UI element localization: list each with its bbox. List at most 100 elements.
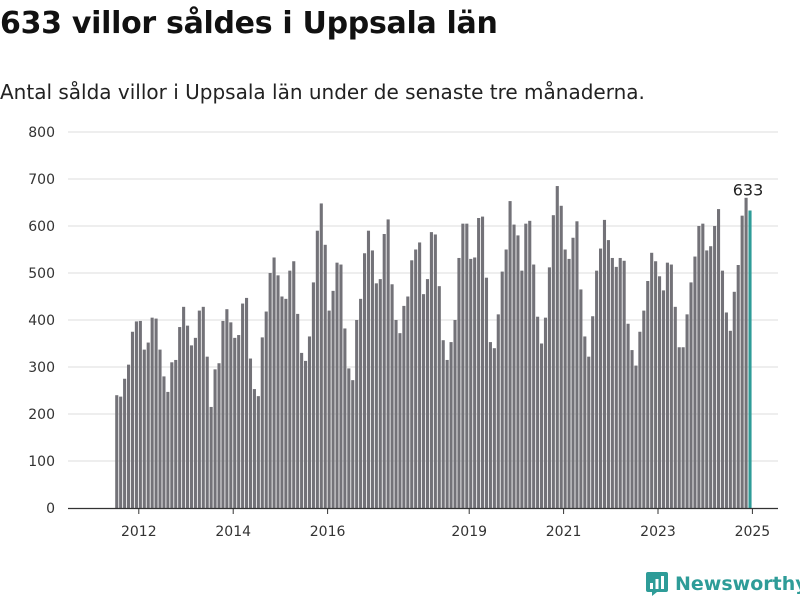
bar	[669, 264, 673, 508]
bar	[335, 262, 339, 508]
bar	[724, 312, 728, 508]
bar	[481, 216, 485, 508]
x-tick-label: 2012	[121, 524, 157, 540]
bar	[170, 362, 174, 508]
bar	[197, 310, 201, 508]
bar	[508, 201, 512, 508]
bar	[296, 313, 300, 508]
bar	[241, 303, 245, 508]
bar	[256, 396, 260, 508]
bar	[626, 323, 630, 508]
bar	[512, 224, 516, 508]
y-tick-label: 800	[28, 125, 55, 141]
bar	[705, 250, 709, 508]
bar	[150, 317, 154, 508]
bar	[524, 223, 528, 508]
bar	[469, 258, 473, 508]
bar	[264, 311, 268, 508]
bar	[252, 389, 256, 508]
bar	[154, 318, 158, 508]
bar	[709, 246, 713, 508]
bar	[418, 242, 422, 508]
bar	[268, 273, 272, 508]
bar	[276, 275, 280, 508]
bar	[119, 396, 123, 508]
bar	[681, 347, 685, 508]
bar	[500, 271, 504, 508]
bar	[225, 309, 229, 508]
bar	[602, 219, 607, 508]
x-tick-label: 2021	[546, 524, 582, 540]
bar	[614, 266, 618, 508]
bar	[319, 203, 323, 508]
bar	[327, 310, 331, 508]
bar	[453, 320, 457, 508]
bar	[288, 270, 292, 508]
bar	[701, 223, 705, 508]
bar	[449, 342, 453, 508]
bar	[661, 290, 666, 508]
y-tick-label: 400	[28, 313, 55, 329]
bar	[654, 261, 658, 508]
bar	[583, 336, 587, 508]
bar	[441, 340, 445, 508]
bar	[473, 257, 477, 508]
bar	[713, 226, 717, 508]
bar	[622, 260, 626, 508]
bar	[563, 249, 567, 508]
bar	[720, 270, 725, 508]
bar	[300, 352, 304, 508]
bar	[174, 359, 178, 508]
bar	[689, 282, 693, 508]
bar	[567, 258, 571, 508]
bar	[292, 261, 296, 508]
bar	[477, 218, 481, 508]
bar	[307, 336, 312, 508]
bar	[331, 290, 335, 508]
newsworthy-logo[interactable]: Newsworthy	[645, 571, 800, 597]
bar	[158, 349, 162, 508]
x-tick-label: 2019	[451, 524, 487, 540]
y-tick-label: 500	[28, 266, 55, 282]
bar	[606, 240, 610, 508]
bar	[599, 248, 603, 508]
bar	[532, 264, 536, 508]
x-tick-label: 2016	[310, 524, 346, 540]
bar	[390, 284, 394, 508]
bar	[339, 264, 343, 508]
bar	[536, 316, 540, 508]
bar-chart: 0 100 200 300 400 500 600 700 800 2012 2014 2016 201…	[28, 125, 778, 540]
bar	[457, 257, 461, 508]
bar	[429, 232, 433, 509]
bar	[555, 186, 559, 509]
bar	[142, 349, 146, 508]
bar	[272, 257, 276, 508]
y-tick-label: 0	[46, 501, 55, 517]
bar	[355, 320, 359, 508]
bar	[134, 321, 138, 508]
bar	[658, 276, 662, 508]
bar	[465, 223, 469, 508]
bar	[693, 256, 697, 508]
bar	[528, 220, 532, 508]
bar	[182, 306, 186, 508]
bar	[642, 310, 646, 508]
bar	[146, 342, 150, 508]
bar	[425, 279, 430, 508]
x-tick-label: 2023	[640, 524, 676, 540]
bar	[201, 306, 205, 508]
bar	[229, 322, 233, 508]
bar	[717, 209, 721, 508]
bar	[304, 360, 308, 508]
bar	[445, 359, 449, 508]
bar	[351, 380, 355, 508]
bar	[595, 270, 599, 508]
bar	[728, 330, 732, 508]
bar	[374, 283, 378, 508]
bar	[213, 369, 217, 508]
bar	[433, 234, 437, 508]
bar	[414, 249, 418, 508]
bar	[547, 267, 551, 508]
bar	[591, 316, 595, 508]
bar	[543, 317, 548, 508]
